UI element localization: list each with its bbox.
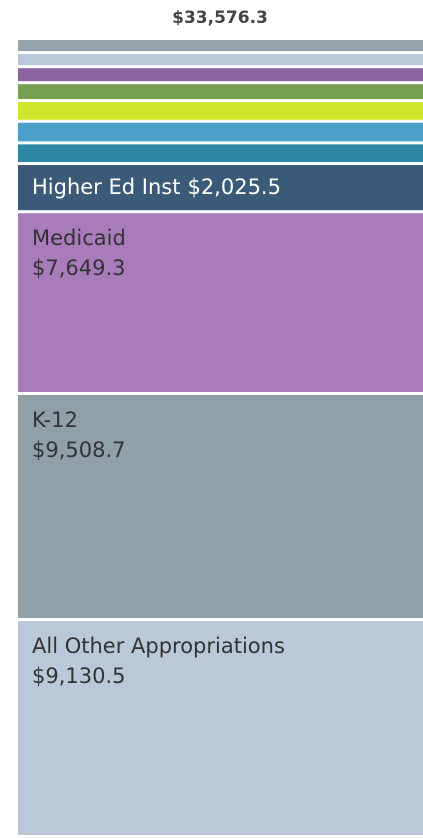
segment: [18, 395, 423, 618]
segment: [18, 54, 423, 66]
segment-value: $9,130.5: [32, 664, 126, 688]
segment-label: Higher Ed Inst $2,025.5: [32, 175, 281, 199]
segment: [18, 620, 423, 835]
segment-value: $9,508.7: [32, 438, 126, 462]
segment: [18, 102, 423, 120]
segment-value: $7,649.3: [32, 256, 126, 280]
segment-name: Higher Ed Inst: [32, 175, 180, 199]
segment: [18, 122, 423, 142]
segment-name: Medicaid: [32, 226, 126, 250]
segment-name: All Other Appropriations: [32, 634, 285, 658]
segment: [18, 213, 423, 393]
segment-value: $2,025.5: [187, 175, 281, 199]
segment: [18, 165, 423, 211]
segment: [18, 84, 423, 100]
segment-name: K-12: [32, 408, 78, 432]
segment: [18, 144, 423, 163]
segment: [18, 40, 423, 52]
total-label: $33,576.3: [172, 8, 268, 28]
segment: [18, 68, 423, 82]
